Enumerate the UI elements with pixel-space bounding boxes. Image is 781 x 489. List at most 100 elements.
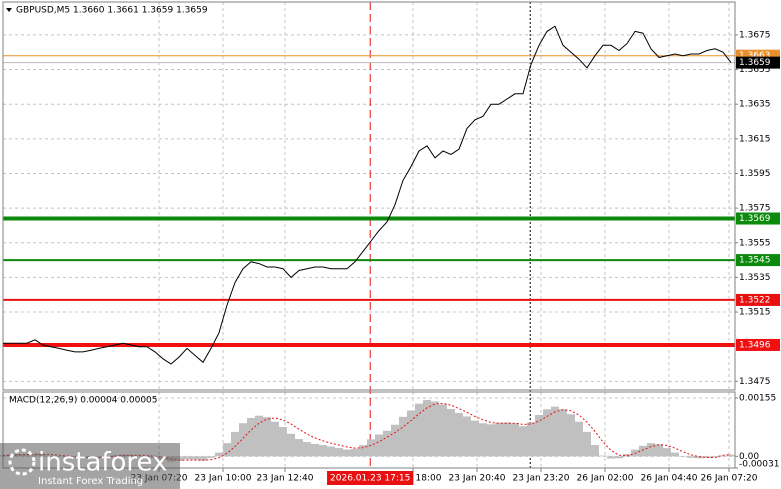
last-price-box bbox=[736, 56, 780, 69]
macd-bar bbox=[495, 422, 503, 457]
macd-bar bbox=[367, 439, 375, 457]
macd-bar bbox=[407, 410, 415, 457]
x-tick-label: 26 Jan 07:20 bbox=[701, 474, 758, 484]
x-tick-label: 23 Jan 23:20 bbox=[513, 474, 570, 484]
macd-bar bbox=[239, 423, 247, 457]
x-tick-label: 26 Jan 02:00 bbox=[577, 474, 634, 484]
y-tick-label: 1.3615 bbox=[739, 134, 771, 144]
crosshair-label-box bbox=[327, 471, 414, 485]
y-tick-label: 0.00155 bbox=[739, 394, 776, 404]
price-line bbox=[3, 25, 732, 365]
macd-bar bbox=[503, 422, 511, 457]
x-tick-label: 23 Jan 12:40 bbox=[257, 474, 314, 484]
x-tick-label: 26 Jan 04:40 bbox=[641, 474, 698, 484]
level-label-box bbox=[736, 254, 780, 267]
level-label-box bbox=[736, 293, 780, 306]
macd-bar bbox=[319, 445, 327, 457]
macd-bar bbox=[471, 420, 479, 457]
macd-bar bbox=[455, 413, 463, 457]
macd-bar bbox=[639, 445, 647, 457]
logo bbox=[8, 448, 36, 476]
level-label: 1.3663 bbox=[739, 51, 771, 61]
last-price-label: 1.3659 bbox=[739, 58, 771, 68]
macd-bar bbox=[311, 443, 319, 457]
macd-bar bbox=[559, 409, 567, 457]
macd-bar bbox=[295, 439, 303, 457]
macd-bar bbox=[623, 454, 631, 457]
y-tick-label: 1.3475 bbox=[739, 377, 771, 387]
macd-bar bbox=[607, 456, 615, 459]
macd-bar bbox=[591, 445, 599, 457]
macd-bar bbox=[423, 399, 431, 457]
price-frame bbox=[2, 1, 736, 391]
macd-bar bbox=[567, 414, 575, 457]
macd-bar bbox=[463, 416, 471, 457]
y-tick-label: 1.3595 bbox=[739, 169, 771, 179]
macd-bar bbox=[527, 422, 535, 457]
macd-bar bbox=[519, 426, 527, 457]
macd-bar bbox=[343, 449, 351, 457]
level-label: 1.3569 bbox=[739, 214, 771, 224]
macd-title: MACD(12,26,9) 0.00004 0.00005 bbox=[9, 396, 158, 406]
macd-bar bbox=[695, 456, 703, 459]
level-label: 1.3545 bbox=[739, 256, 771, 266]
macd-bar bbox=[183, 456, 191, 460]
watermark-box bbox=[0, 443, 180, 489]
macd-bar bbox=[359, 445, 367, 457]
macd-bar bbox=[679, 456, 687, 457]
macd-bar bbox=[375, 434, 383, 457]
macd-bar bbox=[327, 446, 335, 457]
macd-bar bbox=[479, 423, 487, 457]
macd-bar bbox=[415, 403, 423, 457]
level-label: 1.3496 bbox=[739, 340, 771, 350]
macd-bar bbox=[287, 433, 295, 457]
macd-bar bbox=[671, 452, 679, 457]
macd-bar bbox=[351, 448, 359, 457]
macd-bar bbox=[439, 404, 447, 457]
y-tick-label: 1.3555 bbox=[739, 238, 771, 248]
x-tick-label: 23 Jan 10:00 bbox=[195, 474, 252, 484]
macd-bar bbox=[231, 431, 239, 457]
macd-bar bbox=[583, 431, 591, 457]
y-tick-label: 1.3635 bbox=[739, 100, 771, 110]
macd-bar bbox=[551, 406, 559, 457]
macd-bar bbox=[335, 448, 343, 457]
macd-bar bbox=[191, 456, 199, 460]
macd-bar bbox=[711, 456, 719, 458]
x-tick-label: 23 Jan 20:40 bbox=[449, 474, 506, 484]
macd-bar bbox=[431, 401, 439, 457]
y-tick-label: 1.3675 bbox=[739, 30, 771, 40]
y-tick-label: -0.00031 bbox=[739, 460, 779, 470]
y-tick-label: 0.00 bbox=[739, 452, 759, 462]
macd-bar bbox=[615, 456, 623, 459]
macd-bar bbox=[727, 454, 735, 457]
macd-bar bbox=[535, 414, 543, 457]
chart-title: GBPUSD,M5 1.3660 1.3661 1.3659 1.3659 bbox=[16, 6, 208, 16]
macd-bar bbox=[543, 409, 551, 457]
level-label: 1.3522 bbox=[739, 295, 771, 305]
macd-bar bbox=[647, 443, 655, 457]
macd-bar bbox=[663, 448, 671, 457]
macd-bar bbox=[383, 430, 391, 457]
macd-bar bbox=[271, 421, 279, 457]
macd-bar bbox=[719, 455, 727, 457]
level-label-box bbox=[736, 212, 780, 225]
macd-bar bbox=[399, 416, 407, 457]
macd-frame bbox=[2, 391, 736, 469]
macd-bar bbox=[207, 456, 215, 458]
macd-bar bbox=[215, 452, 223, 457]
watermark-brand: instaforex bbox=[38, 448, 167, 478]
macd-bar bbox=[247, 417, 255, 457]
macd-bar bbox=[447, 408, 455, 457]
macd-bar bbox=[255, 415, 263, 457]
macd-bar bbox=[263, 417, 271, 457]
y-tick-label: 1.3655 bbox=[739, 65, 771, 75]
watermark-tagline: Instant Forex Trading bbox=[38, 476, 143, 487]
menu-triangle[interactable] bbox=[6, 8, 12, 12]
macd-bar bbox=[303, 442, 311, 457]
macd-bar bbox=[687, 456, 695, 458]
crosshair-label: 2026.01.23 17:15 bbox=[330, 474, 410, 484]
macd-bar bbox=[487, 424, 495, 457]
y-tick-label: 1.3535 bbox=[739, 273, 771, 283]
